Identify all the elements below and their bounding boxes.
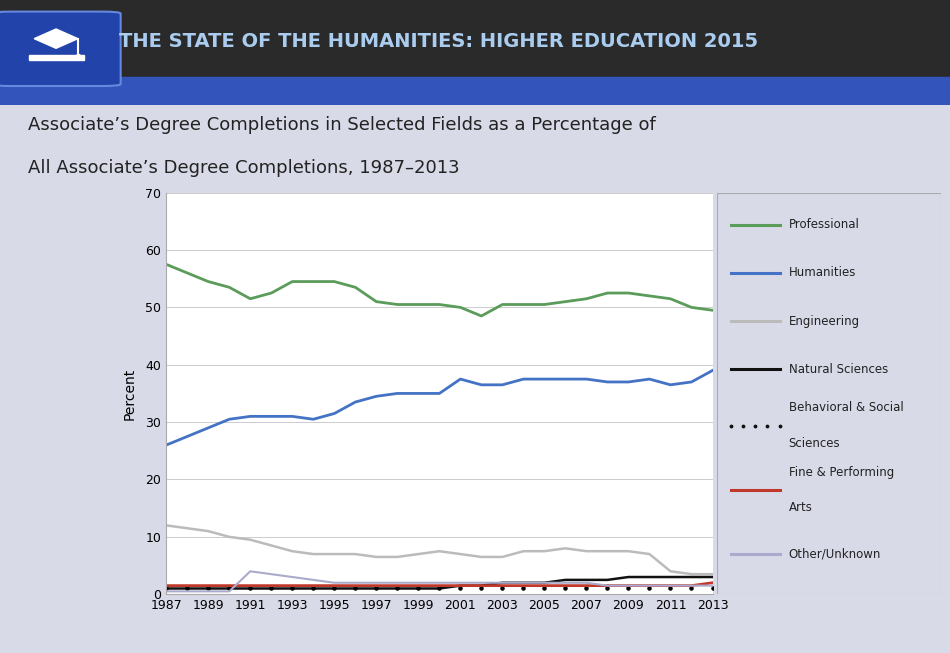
Bar <box>0 77 950 97</box>
Y-axis label: Percent: Percent <box>124 367 137 420</box>
Text: THE STATE OF THE HUMANITIES: HIGHER EDUCATION 2015: THE STATE OF THE HUMANITIES: HIGHER EDUC… <box>119 32 758 51</box>
Text: Engineering: Engineering <box>788 315 860 328</box>
FancyBboxPatch shape <box>0 12 121 86</box>
Text: Sciences: Sciences <box>788 437 841 450</box>
Text: Associate’s Degree Completions in Selected Fields as a Percentage of: Associate’s Degree Completions in Select… <box>28 116 656 135</box>
Text: Humanities: Humanities <box>788 266 856 279</box>
Text: Behavioral & Social: Behavioral & Social <box>788 402 903 414</box>
Text: All Associate’s Degree Completions, 1987–2013: All Associate’s Degree Completions, 1987… <box>28 159 460 178</box>
Text: Natural Sciences: Natural Sciences <box>788 363 888 376</box>
Polygon shape <box>34 29 78 48</box>
Text: Arts: Arts <box>788 501 812 514</box>
Text: Fine & Performing: Fine & Performing <box>788 466 894 479</box>
Text: Professional: Professional <box>788 218 860 231</box>
Text: Other/Unknown: Other/Unknown <box>788 548 881 560</box>
Bar <box>28 56 84 60</box>
